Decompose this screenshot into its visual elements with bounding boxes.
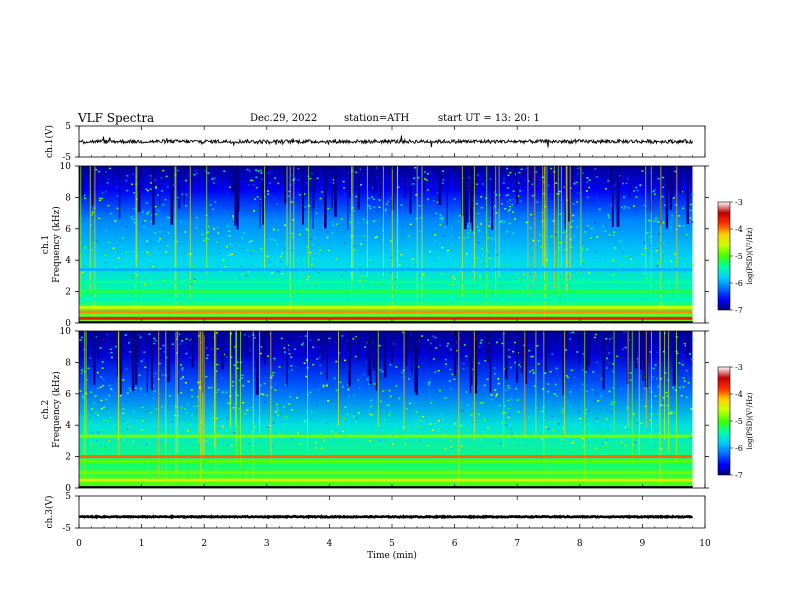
frequency-band — [79, 478, 693, 482]
waveform-line — [78, 135, 693, 148]
x-tick-label: 8 — [577, 539, 583, 549]
spectrogram-streaks — [80, 166, 689, 320]
y-tick-label: 10 — [60, 327, 72, 337]
station-label: station=ATH — [344, 113, 410, 124]
y-tick-label: 4 — [65, 256, 71, 266]
low-frequency-band — [79, 486, 693, 488]
y-tick-label: -5 — [62, 524, 71, 534]
date-label: Dec.29, 2022 — [250, 113, 318, 124]
frequency-band — [79, 297, 693, 301]
y-axis-label: ch.1 — [41, 235, 51, 254]
chart-title: VLF Spectra — [78, 111, 155, 125]
y-tick-label: 6 — [65, 390, 71, 400]
frequency-band — [79, 459, 693, 463]
frequency-band — [79, 434, 693, 438]
colorbar-tick-label: -6 — [735, 279, 743, 288]
frequency-band — [79, 305, 693, 309]
y-tick-label: 0 — [65, 484, 71, 494]
y-axis-label: ch.3(V) — [44, 496, 55, 529]
colorbar — [717, 366, 731, 476]
x-tick-label: 0 — [76, 539, 82, 549]
colorbar-tick-label: -7 — [735, 471, 743, 480]
spectrogram-background — [79, 166, 693, 323]
frequency-band — [79, 310, 693, 314]
y-axis-label: ch.2 — [41, 400, 51, 419]
y-tick-label: 4 — [65, 421, 71, 431]
x-tick-label: 1 — [139, 539, 145, 549]
y-axis-label: Frequency (kHz) — [51, 206, 62, 283]
colorbar — [717, 201, 731, 311]
colorbar-label: log(PSD)(V²/Hz) — [746, 392, 754, 449]
x-tick-label: 2 — [201, 539, 207, 549]
waveform-line — [78, 514, 693, 520]
y-tick-label: 5 — [65, 122, 71, 132]
frequency-band — [79, 268, 693, 272]
x-tick-label: 3 — [264, 539, 270, 549]
low-frequency-band — [79, 321, 693, 323]
x-tick-label: 7 — [514, 539, 520, 549]
colorbar-tick-label: -5 — [735, 252, 743, 261]
y-tick-label: 2 — [65, 288, 71, 298]
spectrogram-bands — [79, 268, 693, 320]
y-axis-label: ch.1(V) — [44, 125, 55, 158]
x-tick-label: 5 — [389, 539, 395, 549]
spectrogram-bands — [79, 434, 693, 482]
y-tick-label: 6 — [65, 225, 71, 235]
frequency-band — [79, 455, 693, 459]
frequency-band — [79, 470, 693, 474]
x-axis-label: Time (min) — [367, 550, 417, 561]
x-tick-label: 4 — [327, 539, 333, 549]
spectrogram-streaks — [84, 331, 689, 488]
colorbar-tick-label: -7 — [735, 306, 743, 315]
frequency-band — [79, 316, 693, 320]
frequency-band — [79, 290, 693, 294]
frequency-band — [79, 280, 693, 284]
colorbar-tick-label: -4 — [735, 225, 743, 234]
colorbar-label: log(PSD)(V²/Hz) — [746, 227, 754, 284]
y-tick-label: 5 — [65, 492, 71, 502]
x-tick-label: 9 — [640, 539, 646, 549]
panel-frame — [78, 495, 706, 529]
colorbar-tick-label: -6 — [735, 444, 743, 453]
y-axis-label: Frequency (kHz) — [51, 371, 62, 448]
x-tick-label: 6 — [452, 539, 458, 549]
y-tick-label: 8 — [65, 358, 71, 368]
colorbar-tick-label: -5 — [735, 417, 743, 426]
y-tick-label: 10 — [60, 162, 72, 172]
y-tick-label: -5 — [62, 153, 71, 163]
colorbar-tick-label: -4 — [735, 390, 743, 399]
colorbar-tick-label: -3 — [735, 363, 743, 372]
y-tick-label: 0 — [65, 319, 71, 329]
y-tick-label: 8 — [65, 193, 71, 203]
y-tick-label: 2 — [65, 453, 71, 463]
x-tick-label: 10 — [699, 539, 711, 549]
start-time-label: start UT = 13: 20: 1 — [438, 113, 540, 124]
colorbar-tick-label: -3 — [735, 198, 743, 207]
